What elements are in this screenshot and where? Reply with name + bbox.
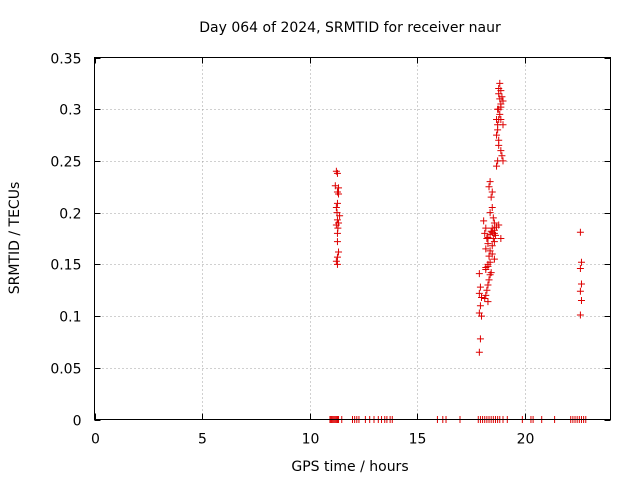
data-point xyxy=(481,229,489,237)
data-point xyxy=(483,235,491,242)
data-point xyxy=(493,162,501,170)
y-tick-label: 0.15 xyxy=(50,258,81,274)
data-point xyxy=(487,193,495,201)
data-point xyxy=(577,258,585,266)
data-point xyxy=(576,287,584,295)
data-point xyxy=(485,183,493,191)
tick-labels: 0 0.05 0.1 0.15 0.2 0.25 0.3 0.35 0 5 10 15 20 xyxy=(50,52,534,448)
data-point xyxy=(332,203,340,211)
data-point xyxy=(494,105,502,113)
data-point xyxy=(486,247,494,255)
data-point xyxy=(489,214,497,222)
data-point xyxy=(334,224,342,232)
plot-frame xyxy=(94,57,611,420)
y-tick-label: 0.1 xyxy=(59,310,81,326)
data-point xyxy=(490,255,498,263)
data-point xyxy=(481,294,489,302)
data-point xyxy=(499,121,507,129)
data-point xyxy=(483,286,491,294)
data-point xyxy=(335,248,343,256)
data-point xyxy=(486,271,494,279)
data-point xyxy=(484,298,492,306)
data-point xyxy=(497,147,505,155)
data-point xyxy=(335,184,343,192)
data-point xyxy=(499,157,507,165)
data-point xyxy=(484,281,492,289)
data-point xyxy=(332,221,340,229)
data-point xyxy=(478,293,485,301)
x-tick-label: 0 xyxy=(91,432,100,448)
data-point xyxy=(333,260,341,268)
y-axis-label: SRMTID / TECUs xyxy=(7,182,23,295)
data-point xyxy=(333,169,341,177)
data-point xyxy=(488,242,496,250)
data-point xyxy=(495,221,503,229)
data-point xyxy=(576,264,584,272)
x-axis-label: GPS time / hours xyxy=(291,459,408,475)
data-point xyxy=(496,79,504,87)
x-tick-label: 10 xyxy=(302,432,320,448)
y-tick-label: 0.05 xyxy=(50,362,81,378)
data-point xyxy=(498,152,506,160)
data-point xyxy=(478,312,485,320)
grid-lines xyxy=(94,57,611,420)
data-point xyxy=(488,203,496,211)
data-point xyxy=(577,280,585,288)
data-point xyxy=(333,199,341,207)
x-tick-label: 5 xyxy=(198,432,207,448)
data-point xyxy=(482,245,490,253)
data-point xyxy=(476,335,484,343)
data-point xyxy=(476,302,484,310)
data-point xyxy=(482,266,490,274)
data-point xyxy=(576,311,584,319)
x-tick-label: 20 xyxy=(517,432,535,448)
y-tick-label: 0.25 xyxy=(50,155,81,171)
data-point xyxy=(332,257,340,265)
data-point xyxy=(485,276,493,284)
data-point xyxy=(333,216,341,224)
data-point xyxy=(495,136,503,144)
data-point xyxy=(491,231,499,239)
data-point xyxy=(480,217,488,225)
data-point xyxy=(490,238,498,246)
data-point xyxy=(475,289,483,297)
data-point xyxy=(490,219,498,227)
data-point xyxy=(576,228,584,236)
data-point xyxy=(495,85,503,93)
data-points xyxy=(326,79,590,423)
data-point xyxy=(475,270,483,278)
y-tick-label: 0.3 xyxy=(59,103,81,119)
data-point xyxy=(497,235,505,242)
data-point xyxy=(497,116,505,124)
data-point xyxy=(498,93,506,101)
data-point xyxy=(335,190,343,198)
data-point xyxy=(333,209,341,217)
axis-ticks xyxy=(94,57,611,421)
data-point xyxy=(493,131,501,139)
data-point xyxy=(482,224,490,232)
y-tick-label: 0 xyxy=(73,414,82,430)
data-point xyxy=(486,209,494,217)
data-point xyxy=(333,253,341,261)
chart-title: Day 064 of 2024, SRMTID for receiver nau… xyxy=(199,20,501,36)
data-point xyxy=(333,238,341,246)
y-tick-label: 0.2 xyxy=(59,207,81,223)
x-tick-label: 15 xyxy=(409,432,427,448)
data-point xyxy=(577,297,585,305)
y-tick-label: 0.35 xyxy=(50,52,81,68)
data-point xyxy=(475,348,483,356)
data-point xyxy=(499,97,507,105)
data-point xyxy=(486,178,494,186)
data-point xyxy=(496,110,504,118)
data-point xyxy=(484,240,492,248)
data-point xyxy=(488,188,496,196)
data-point xyxy=(476,283,484,291)
data-point xyxy=(482,291,490,299)
